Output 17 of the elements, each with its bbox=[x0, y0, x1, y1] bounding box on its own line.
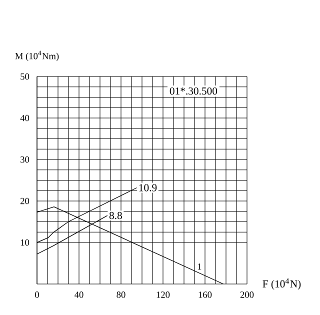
x-tick-label: 200 bbox=[240, 292, 254, 298]
y-tick-label: 20 bbox=[20, 198, 30, 204]
y-axis-title: M (10$^{4}$Nm) bbox=[15, 50, 59, 62]
x-tick-label: 80 bbox=[116, 292, 126, 298]
x-tick-label: 160 bbox=[198, 292, 212, 298]
series-label: 10.9 bbox=[139, 184, 157, 192]
series-label: 8.8 bbox=[109, 212, 122, 220]
x-tick-label: 0 bbox=[35, 292, 39, 298]
x-tick-label: 120 bbox=[156, 292, 170, 298]
y-tick-label: 10 bbox=[20, 239, 30, 246]
x-tick-label: 40 bbox=[74, 292, 84, 298]
x-axis-title: F (10$^{4}$N) bbox=[262, 278, 301, 290]
y-tick-label: 40 bbox=[20, 114, 30, 122]
series-label: 1 bbox=[198, 263, 202, 270]
annotation: 01*.30.500 bbox=[170, 87, 218, 95]
y-tick-label: 30 bbox=[20, 156, 30, 163]
y-tick-label: 50 bbox=[20, 73, 30, 80]
